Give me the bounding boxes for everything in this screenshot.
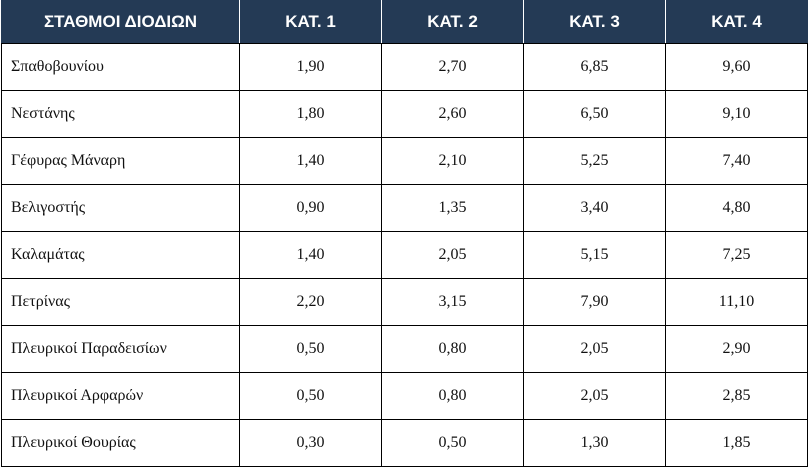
header-category-1: ΚΑΤ. 1 bbox=[239, 0, 382, 44]
price-category-4: 11,10 bbox=[665, 278, 808, 326]
price-category-2: 2,05 bbox=[381, 231, 524, 279]
price-category-1: 2,20 bbox=[239, 278, 382, 326]
price-category-2: 1,35 bbox=[381, 184, 524, 232]
table-row: Βελιγοστής 0,90 1,35 3,40 4,80 bbox=[1, 184, 808, 232]
price-category-3: 6,85 bbox=[523, 43, 666, 91]
price-category-1: 1,40 bbox=[239, 231, 382, 279]
price-category-2: 0,80 bbox=[381, 372, 524, 420]
table-row: Πλευρικοί Παραδεισίων 0,50 0,80 2,05 2,9… bbox=[1, 325, 808, 373]
table-header: ΣΤΑΘΜΟΙ ΔΙΟΔΙΩΝ ΚΑΤ. 1 ΚΑΤ. 2 ΚΑΤ. 3 ΚΑΤ… bbox=[1, 0, 808, 44]
price-category-4: 9,10 bbox=[665, 90, 808, 138]
table-row: Καλαμάτας 1,40 2,05 5,15 7,25 bbox=[1, 231, 808, 279]
price-category-2: 3,15 bbox=[381, 278, 524, 326]
price-category-3: 1,30 bbox=[523, 419, 666, 467]
price-category-3: 7,90 bbox=[523, 278, 666, 326]
station-name: Καλαμάτας bbox=[1, 231, 240, 279]
station-name: Βελιγοστής bbox=[1, 184, 240, 232]
header-category-2: ΚΑΤ. 2 bbox=[381, 0, 524, 44]
price-category-1: 1,90 bbox=[239, 43, 382, 91]
price-category-1: 0,50 bbox=[239, 325, 382, 373]
price-category-2: 0,50 bbox=[381, 419, 524, 467]
table-row: Πλευρικοί Αρφαρών 0,50 0,80 2,05 2,85 bbox=[1, 372, 808, 420]
station-name: Πλευρικοί Παραδεισίων bbox=[1, 325, 240, 373]
table-row: Πετρίνας 2,20 3,15 7,90 11,10 bbox=[1, 278, 808, 326]
price-category-1: 0,90 bbox=[239, 184, 382, 232]
price-category-1: 0,50 bbox=[239, 372, 382, 420]
header-category-4: ΚΑΤ. 4 bbox=[665, 0, 808, 44]
table-row: Γέφυρας Μάναρη 1,40 2,10 5,25 7,40 bbox=[1, 137, 808, 185]
price-category-1: 1,80 bbox=[239, 90, 382, 138]
station-name: Γέφυρας Μάναρη bbox=[1, 137, 240, 185]
table-body: Σπαθοβουνίου 1,90 2,70 6,85 9,60 Νεστάνη… bbox=[1, 43, 808, 467]
price-category-3: 2,05 bbox=[523, 372, 666, 420]
price-category-4: 2,90 bbox=[665, 325, 808, 373]
price-category-4: 7,25 bbox=[665, 231, 808, 279]
station-name: Σπαθοβουνίου bbox=[1, 43, 240, 91]
price-category-2: 0,80 bbox=[381, 325, 524, 373]
station-name: Πλευρικοί Αρφαρών bbox=[1, 372, 240, 420]
price-category-2: 2,70 bbox=[381, 43, 524, 91]
price-category-1: 1,40 bbox=[239, 137, 382, 185]
table-row: Πλευρικοί Θουρίας 0,30 0,50 1,30 1,85 bbox=[1, 419, 808, 467]
header-stations: ΣΤΑΘΜΟΙ ΔΙΟΔΙΩΝ bbox=[1, 0, 240, 44]
header-category-3: ΚΑΤ. 3 bbox=[523, 0, 666, 44]
table-row: Σπαθοβουνίου 1,90 2,70 6,85 9,60 bbox=[1, 43, 808, 91]
price-category-4: 4,80 bbox=[665, 184, 808, 232]
price-category-3: 5,15 bbox=[523, 231, 666, 279]
price-category-3: 6,50 bbox=[523, 90, 666, 138]
price-category-4: 1,85 bbox=[665, 419, 808, 467]
price-category-3: 3,40 bbox=[523, 184, 666, 232]
header-row: ΣΤΑΘΜΟΙ ΔΙΟΔΙΩΝ ΚΑΤ. 1 ΚΑΤ. 2 ΚΑΤ. 3 ΚΑΤ… bbox=[1, 0, 808, 44]
station-name: Νεστάνης bbox=[1, 90, 240, 138]
price-category-3: 5,25 bbox=[523, 137, 666, 185]
price-category-2: 2,60 bbox=[381, 90, 524, 138]
station-name: Πλευρικοί Θουρίας bbox=[1, 419, 240, 467]
price-category-4: 7,40 bbox=[665, 137, 808, 185]
price-category-2: 2,10 bbox=[381, 137, 524, 185]
station-name: Πετρίνας bbox=[1, 278, 240, 326]
table-row: Νεστάνης 1,80 2,60 6,50 9,10 bbox=[1, 90, 808, 138]
price-category-1: 0,30 bbox=[239, 419, 382, 467]
price-category-4: 9,60 bbox=[665, 43, 808, 91]
price-category-3: 2,05 bbox=[523, 325, 666, 373]
price-category-4: 2,85 bbox=[665, 372, 808, 420]
